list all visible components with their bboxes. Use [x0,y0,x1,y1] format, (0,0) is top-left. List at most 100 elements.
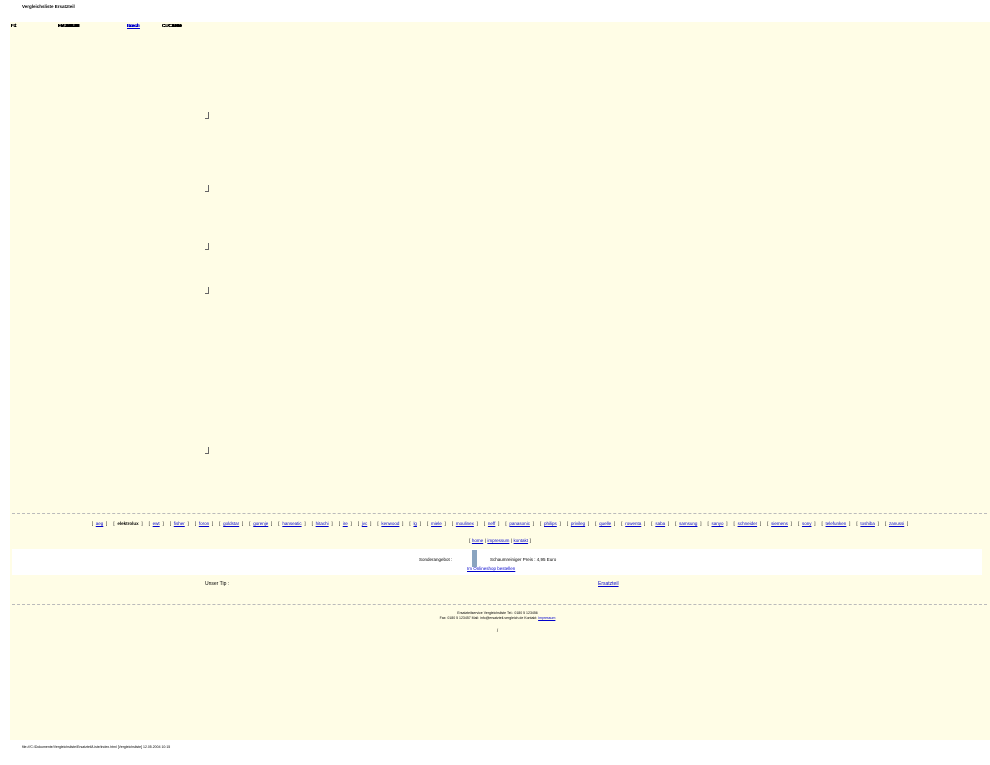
table-cell: Fd [11,23,17,28]
cell-link[interactable]: Bosch [127,23,140,28]
cell-link[interactable]: Bosch [127,23,140,28]
cell-link[interactable]: Bosch [127,23,140,28]
cell-link[interactable]: Bosch [127,23,140,28]
nav-link[interactable]: hitachi [315,521,329,526]
cell-link[interactable]: Bosch [127,23,140,28]
cell-link[interactable]: Bosch [127,23,140,28]
nav-link[interactable]: samsung [679,521,698,526]
nav-link[interactable]: saba [655,521,666,526]
cell-link[interactable]: Bosch [127,23,140,28]
cell-link[interactable]: Bosch [127,23,140,28]
offer-link[interactable]: Im Onlineshop bestellen [467,566,516,571]
cell-link[interactable]: Bosch [127,23,140,28]
cell-link[interactable]: Bosch [127,23,140,28]
cell-link[interactable]: Bosch [127,23,140,28]
nav-link[interactable]: rowenta [625,521,642,526]
cell-link[interactable]: Bosch [127,23,140,28]
cell-link[interactable]: Bosch [127,23,140,28]
cell-link[interactable]: Bosch [127,23,140,28]
nav-link[interactable]: sony [801,521,812,526]
nav-link[interactable]: toshiba [860,521,875,526]
cell-link[interactable]: Bosch [127,23,140,28]
nav-link[interactable]: ewt [152,521,160,526]
cell-link[interactable]: Bosch [127,23,140,28]
nav-link[interactable]: miele [431,521,442,526]
cell-link[interactable]: Bosch [127,23,140,28]
cell-link[interactable]: Bosch [127,23,140,28]
nav-link[interactable]: jvc [361,521,368,526]
cell-link[interactable]: Bosch [127,23,140,28]
nav-link[interactable]: home [471,538,484,543]
cell-link[interactable]: Bosch [127,23,140,28]
cell-link[interactable]: Bosch [127,23,140,28]
cell-link[interactable]: Bosch [127,23,140,28]
nav-link[interactable]: aeg [95,521,104,526]
cell-link[interactable]: Bosch [127,23,140,28]
cell-link[interactable]: Bosch [127,23,140,28]
footer-link[interactable]: Impressum [538,616,556,620]
table-cell: FM 603.78 [58,23,80,28]
nav-link[interactable]: kenwood [381,521,400,526]
nav-link[interactable]: privileg [570,521,586,526]
cell-link[interactable]: Bosch [127,23,140,28]
cell-link[interactable]: Bosch [127,23,140,28]
cell-link[interactable]: Bosch [127,23,140,28]
cell-link[interactable]: Bosch [127,23,140,28]
cell-link[interactable]: Bosch [127,23,140,28]
cell-link[interactable]: Bosch [127,23,140,28]
nav-link[interactable]: ire [342,521,348,526]
cell-link[interactable]: Bosch [127,23,140,28]
cell-link[interactable]: Bosch [127,23,140,28]
cell-link[interactable]: Bosch [127,23,140,28]
cell-link[interactable]: Bosch [127,23,140,28]
cell-link[interactable]: Bosch [127,23,140,28]
nav-link[interactable]: siemens [771,521,788,526]
cell-link[interactable]: Bosch [127,23,140,28]
cell-link[interactable]: Bosch [127,23,140,28]
nav-link[interactable]: gorenje [253,521,269,526]
cell-link[interactable]: Bosch [127,23,140,28]
offer-label: Sonderangebot : [419,557,453,562]
cell-link[interactable]: Bosch [127,23,140,28]
cell-link[interactable]: Bosch [127,23,140,28]
cell-link[interactable]: Bosch [127,23,140,28]
nav-link[interactable]: quelle [599,521,612,526]
nav-link[interactable]: schneider [737,521,758,526]
nav-link[interactable]: neff [487,521,496,526]
cell-link[interactable]: Bosch [127,23,140,28]
cell-link[interactable]: Bosch [127,23,140,28]
cell-link[interactable]: Bosch [127,23,140,28]
nav-link[interactable]: fisher [173,521,185,526]
tip-link[interactable]: Ersatzteil [598,581,619,587]
nav-link[interactable]: panasonic [509,521,530,526]
cell-link[interactable]: Bosch [127,23,140,28]
cell-link[interactable]: Bosch [127,23,140,28]
cell-link[interactable]: Bosch [127,23,140,28]
nav-link[interactable]: goldstar [223,521,240,526]
cell-link[interactable]: Bosch [127,23,140,28]
nav-link[interactable]: lg [413,521,417,526]
cell-link[interactable]: Bosch [127,23,140,28]
cell-link[interactable]: Bosch [127,23,140,28]
cell-link[interactable]: Bosch [127,23,140,28]
cell-link[interactable]: Bosch [127,23,140,28]
nav-link[interactable]: sanyo [711,521,724,526]
cell-link[interactable]: Bosch [127,23,140,28]
cell-link[interactable]: Bosch [127,23,140,28]
cell-link[interactable]: Bosch [127,23,140,28]
nav-link[interactable]: kontakt [513,538,529,543]
cell-link[interactable]: Bosch [127,23,140,28]
nav-link[interactable]: moulinex [455,521,474,526]
nav-link[interactable]: impressum [487,538,510,543]
cell-link[interactable]: Bosch [127,23,140,28]
cell-link[interactable]: Bosch [127,23,140,28]
table-cell: CUC7664 [162,23,182,28]
nav-link[interactable]: foron [198,521,210,526]
nav-link[interactable]: zanussi [888,521,905,526]
cell-link[interactable]: Bosch [127,23,140,28]
nav-link[interactable]: telefunken [825,521,847,526]
nav-link[interactable]: hanseatic [282,521,302,526]
cell-link[interactable]: Bosch [127,23,140,28]
nav-link[interactable]: philips [544,521,557,526]
cell-link[interactable]: Bosch [127,23,140,28]
